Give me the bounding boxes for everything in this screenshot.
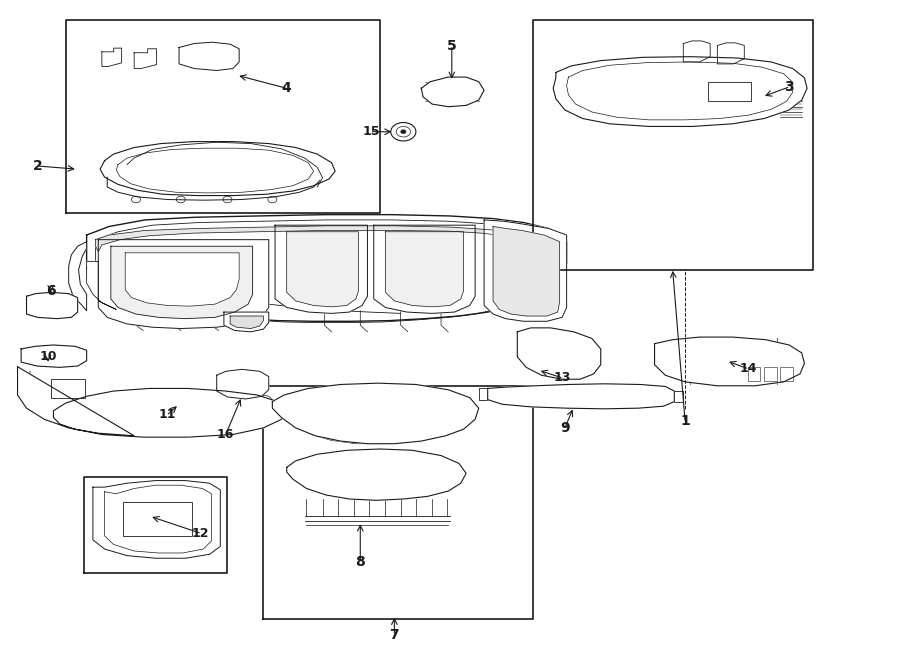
Text: 8: 8 [356, 555, 365, 569]
Polygon shape [125, 253, 239, 306]
Text: 6: 6 [46, 284, 56, 298]
Polygon shape [421, 77, 484, 106]
Text: 12: 12 [192, 527, 210, 540]
Polygon shape [134, 49, 157, 69]
Polygon shape [654, 337, 805, 386]
Polygon shape [93, 481, 220, 559]
Text: 4: 4 [282, 81, 292, 95]
Polygon shape [275, 225, 367, 313]
Polygon shape [273, 383, 479, 444]
Polygon shape [493, 227, 560, 316]
Text: 15: 15 [363, 125, 380, 138]
Polygon shape [230, 316, 264, 329]
Bar [748, 368, 760, 381]
Bar [780, 368, 793, 381]
Polygon shape [683, 41, 710, 62]
Text: 13: 13 [554, 371, 571, 385]
Polygon shape [374, 225, 475, 313]
Polygon shape [98, 240, 269, 329]
Polygon shape [26, 292, 77, 319]
Polygon shape [111, 247, 253, 319]
Polygon shape [100, 141, 335, 196]
Text: 1: 1 [680, 414, 690, 428]
Polygon shape [484, 220, 567, 321]
Text: 7: 7 [390, 627, 400, 642]
Text: 3: 3 [784, 80, 794, 94]
Polygon shape [217, 369, 269, 399]
Polygon shape [17, 367, 287, 437]
Circle shape [400, 130, 406, 134]
Bar [50, 379, 85, 398]
Polygon shape [102, 48, 122, 67]
Bar [708, 82, 752, 101]
Text: 9: 9 [560, 421, 570, 435]
Polygon shape [86, 261, 116, 309]
Polygon shape [554, 57, 807, 126]
Text: 10: 10 [40, 350, 57, 364]
Polygon shape [224, 312, 269, 332]
Polygon shape [68, 242, 86, 311]
Polygon shape [488, 384, 674, 408]
Text: 2: 2 [32, 159, 42, 173]
Polygon shape [287, 232, 358, 307]
Polygon shape [95, 226, 553, 253]
Text: 11: 11 [158, 408, 176, 421]
Text: 14: 14 [739, 362, 757, 375]
Polygon shape [518, 328, 600, 379]
Text: 5: 5 [447, 39, 456, 53]
Polygon shape [287, 449, 466, 500]
Text: 16: 16 [217, 428, 234, 441]
Bar [122, 502, 193, 536]
Polygon shape [385, 232, 464, 307]
Polygon shape [86, 215, 567, 321]
Bar [764, 368, 777, 381]
Circle shape [391, 122, 416, 141]
Polygon shape [21, 345, 86, 368]
Polygon shape [179, 42, 239, 71]
Polygon shape [717, 43, 744, 64]
